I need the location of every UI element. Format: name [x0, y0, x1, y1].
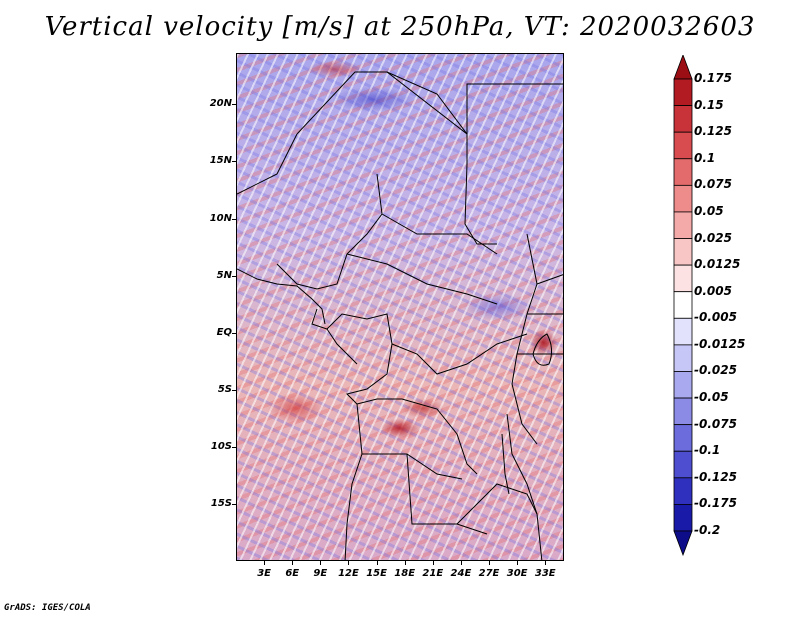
lon-tick-mark [432, 561, 434, 565]
colorbar-label: 0.005 [694, 283, 732, 298]
lon-tick-label: 24E [450, 568, 472, 579]
lon-tick-mark [404, 561, 406, 565]
lon-tick-label: 12E [338, 568, 359, 579]
colorbar-segment [673, 184, 693, 213]
colorbar-label: -0.075 [694, 416, 737, 431]
lat-tick-label: 5S [217, 383, 232, 395]
colorbar-label: 0.0125 [694, 257, 741, 272]
country-borders [237, 71, 563, 560]
lon-tick-mark [264, 561, 266, 565]
map-panel [236, 53, 564, 561]
colorbar-label: -0.005 [694, 310, 737, 325]
colorbar-label: -0.0125 [694, 336, 746, 351]
lon-tick-label: 33E [534, 568, 556, 579]
lat-tick-mark [232, 446, 236, 448]
colorbar-label: 0.15 [694, 97, 724, 112]
colorbar-segment [673, 105, 693, 133]
lon-tick-mark [489, 561, 491, 565]
colorbar-label: 0.1 [694, 150, 716, 165]
colorbar-segment [673, 55, 693, 80]
colorbar-segment [673, 477, 693, 505]
colorbar-segment [673, 131, 693, 160]
colorbar-segment [673, 211, 693, 239]
colorbar-segment [673, 158, 693, 186]
lat-tick-mark [232, 332, 236, 334]
lon-tick-label: 6E [285, 568, 300, 579]
lon-tick-mark [545, 561, 547, 565]
lat-tick-label: 10N [209, 212, 232, 224]
colorbar-label: -0.125 [694, 469, 737, 484]
lat-tick-mark [232, 104, 236, 106]
lon-tick-label: 30E [506, 568, 528, 579]
colorbar-label: -0.175 [694, 496, 737, 511]
colorbar-label: -0.05 [694, 390, 729, 405]
colorbar-segment [673, 397, 693, 426]
lat-tick-mark [232, 389, 236, 391]
lon-tick-mark [292, 561, 294, 565]
colorbar-label: 0.175 [694, 71, 732, 85]
lon-tick-label: 18E [394, 568, 416, 579]
lat-tick-label: 20N [209, 98, 232, 110]
lat-tick-mark [232, 218, 236, 220]
lon-tick-label: 27E [478, 568, 500, 579]
colorbar-segment [673, 371, 693, 399]
lon-tick-label: 3E [257, 568, 271, 579]
colorbar-label: -0.1 [694, 443, 721, 458]
lat-tick-mark [232, 275, 236, 277]
lat-tick-mark [232, 161, 236, 163]
lat-tick-mark [232, 503, 236, 505]
colorbar-segment [673, 78, 693, 106]
lon-tick-mark [376, 561, 378, 565]
colorbar-segment [673, 238, 693, 266]
colorbar-segment [673, 530, 693, 557]
velocity-field [237, 54, 563, 560]
lat-tick-label: 15N [209, 155, 232, 167]
lon-tick-mark [348, 561, 350, 565]
colorbar-label: -0.2 [694, 523, 721, 537]
colorbar-segment [673, 504, 693, 532]
colorbar-label: -0.025 [694, 363, 737, 378]
colorbar-segment [673, 264, 693, 293]
lon-tick-mark [320, 561, 322, 565]
lat-tick-label: EQ [216, 326, 232, 338]
lat-tick-label: 15S [210, 497, 232, 509]
lat-tick-label: 5N [216, 269, 232, 281]
colorbar [673, 55, 693, 557]
colorbar-segment [673, 424, 693, 452]
colorbar-label: 0.125 [694, 124, 732, 139]
grads-credit: GrADS: IGES/COLA [4, 603, 91, 613]
chart-title: Vertical velocity [m/s] at 250hPa, VT: 2… [44, 12, 756, 42]
colorbar-segment [673, 450, 693, 479]
lon-tick-label: 9E [313, 568, 328, 579]
colorbar-segment [673, 291, 693, 319]
lon-tick-label: 21E [422, 568, 444, 579]
colorbar-label: 0.05 [694, 203, 724, 218]
colorbar-segment [673, 344, 693, 372]
lon-tick-label: 15E [366, 568, 387, 579]
lat-tick-label: 10S [210, 440, 232, 452]
colorbar-label: 0.025 [694, 230, 732, 245]
lon-tick-mark [460, 561, 462, 565]
lon-tick-mark [517, 561, 519, 565]
colorbar-segment [673, 317, 693, 346]
colorbar-label: 0.075 [694, 177, 732, 192]
